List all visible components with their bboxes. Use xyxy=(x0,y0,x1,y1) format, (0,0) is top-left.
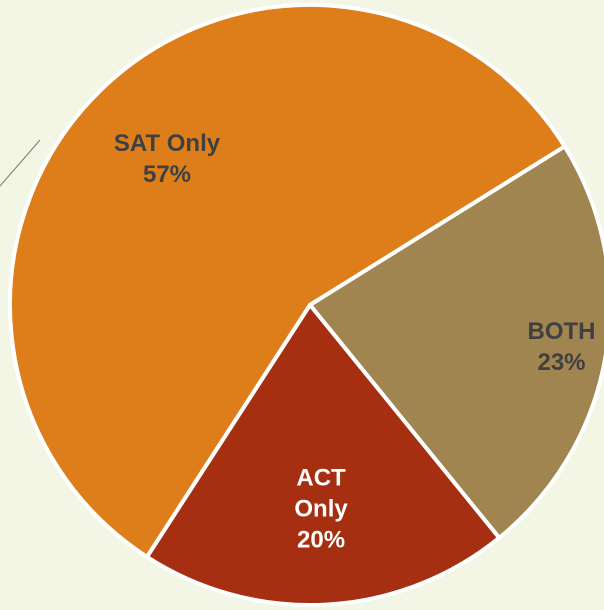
slice-label: ACT Only 20% xyxy=(286,462,356,555)
slice-label: SAT Only 57% xyxy=(92,128,242,190)
value-label: 57% xyxy=(142,161,192,189)
category-label: SAT Only xyxy=(113,130,221,158)
value-label: 23% xyxy=(537,349,586,377)
pie-slice xyxy=(8,3,567,559)
pie-slice xyxy=(308,144,604,540)
decor-line xyxy=(0,139,41,187)
value-label: 20% xyxy=(297,526,346,554)
pie-slice xyxy=(145,303,502,607)
category-label: ACT Only xyxy=(294,464,348,523)
slice-label: BOTH 23% xyxy=(517,316,604,378)
category-label: BOTH xyxy=(527,318,596,346)
